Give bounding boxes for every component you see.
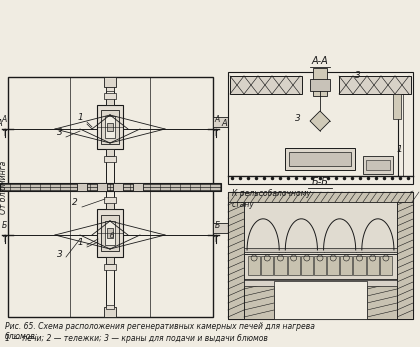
Bar [244, 284, 274, 319]
Text: 1: 1 [77, 113, 83, 122]
Text: ↑: ↑ [212, 234, 220, 244]
Bar [314, 256, 326, 275]
Bar [105, 221, 115, 245]
Bar [106, 202, 114, 209]
Text: А: А [1, 115, 7, 124]
Bar [354, 256, 366, 275]
Bar [228, 192, 413, 202]
Text: 3: 3 [355, 71, 361, 80]
Bar [133, 183, 143, 191]
Bar [310, 79, 330, 91]
Bar [104, 93, 116, 99]
Bar [313, 68, 327, 96]
Bar [288, 256, 300, 275]
Bar [380, 256, 392, 275]
Bar [363, 156, 393, 174]
Text: 1: 1 [77, 238, 83, 247]
Bar [244, 248, 397, 252]
Text: Б: Б [1, 221, 7, 230]
Polygon shape [310, 111, 330, 131]
Text: А: А [0, 119, 2, 128]
Bar [97, 209, 123, 257]
Bar [105, 116, 115, 138]
Bar [104, 156, 116, 162]
Text: ↑: ↑ [1, 128, 9, 138]
Bar [228, 192, 413, 319]
Text: ↑: ↑ [1, 234, 9, 244]
Bar [77, 183, 87, 191]
Bar [8, 77, 213, 317]
Text: А: А [221, 119, 227, 128]
Bar [101, 215, 119, 251]
Text: А-А: А-А [312, 56, 328, 66]
Bar [213, 223, 228, 233]
Text: Б-Б: Б-Б [312, 177, 328, 187]
Bar [104, 264, 116, 270]
Bar [106, 98, 114, 105]
Bar [0, 183, 221, 191]
Bar [213, 117, 228, 127]
Bar [397, 192, 413, 319]
Bar [366, 160, 390, 170]
Text: Рис. 65. Схема расположения регенеративных камерных печей для нагрева
блюмов:: Рис. 65. Схема расположения регенеративн… [5, 322, 315, 341]
Bar [244, 299, 397, 319]
Bar [106, 149, 114, 156]
Bar [289, 152, 351, 166]
Text: От блюминга: От блюминга [0, 160, 8, 214]
Bar [228, 192, 244, 319]
Bar [274, 256, 286, 275]
Bar [327, 256, 339, 275]
Text: 3: 3 [57, 250, 63, 259]
Text: А: А [214, 115, 220, 124]
Bar [301, 256, 313, 275]
Bar [261, 256, 273, 275]
Bar [113, 183, 123, 191]
Bar [107, 122, 113, 132]
Bar [244, 280, 397, 286]
Bar [285, 148, 355, 170]
Bar [104, 307, 116, 317]
Bar [248, 256, 260, 275]
Text: 3: 3 [57, 128, 63, 137]
Bar [106, 257, 114, 264]
Bar [104, 77, 116, 87]
Bar [97, 105, 123, 149]
Text: К рельсобалочному
стану: К рельсобалочному стану [232, 189, 311, 209]
Bar [244, 194, 397, 254]
Text: ↑: ↑ [212, 128, 220, 138]
Bar [244, 254, 397, 279]
Bar [104, 197, 116, 203]
Text: 2: 2 [72, 198, 78, 207]
Bar [367, 284, 397, 319]
Bar [106, 87, 114, 91]
Bar [340, 256, 352, 275]
Bar [107, 228, 113, 238]
Bar [367, 256, 379, 275]
Bar [106, 305, 114, 309]
Text: 1 — печи; 2 — тележки; 3 — краны для подачи и выдачи блюмов: 1 — печи; 2 — тележки; 3 — краны для под… [5, 334, 268, 343]
Bar [339, 76, 411, 94]
Bar [393, 94, 401, 119]
Text: б: б [110, 233, 114, 239]
Text: Б: Б [214, 221, 220, 230]
Text: 1: 1 [396, 145, 402, 154]
Bar [97, 183, 107, 191]
Text: 3: 3 [295, 114, 301, 123]
Bar [101, 110, 119, 144]
Bar [274, 281, 367, 319]
Bar [228, 72, 413, 184]
Bar [230, 76, 302, 94]
